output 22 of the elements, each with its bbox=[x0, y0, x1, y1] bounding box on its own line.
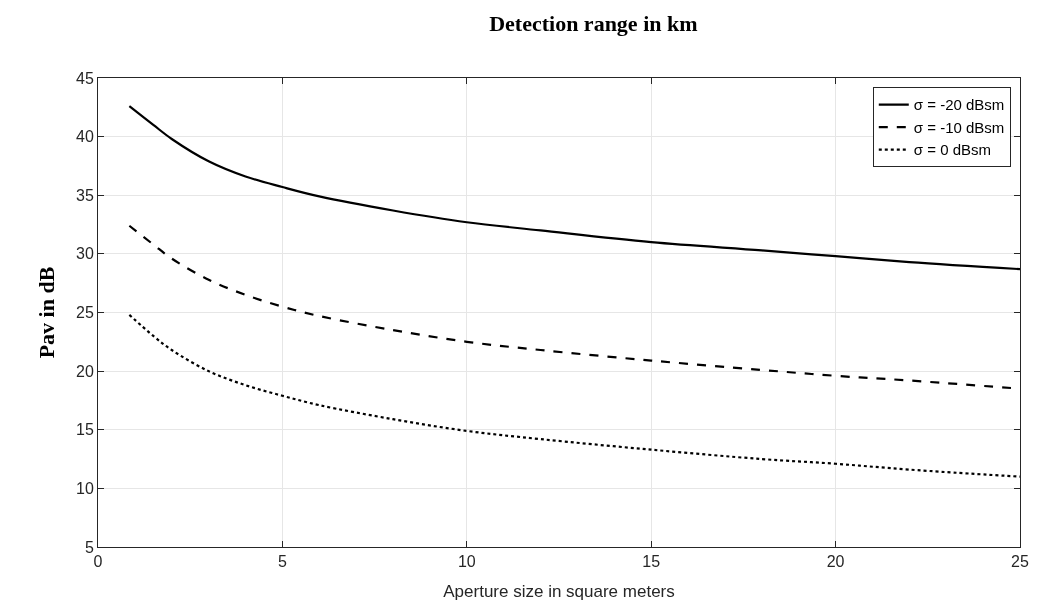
legend-label: σ = -20 dBsm bbox=[913, 96, 1005, 114]
x-tick-label: 20 bbox=[826, 553, 845, 571]
x-tick-label: 5 bbox=[277, 553, 287, 571]
x-tick-label: 10 bbox=[457, 553, 476, 571]
x-tick-label: 15 bbox=[642, 553, 661, 571]
y-tick-label: 25 bbox=[76, 304, 94, 322]
chart-title: Detection range in km bbox=[489, 10, 698, 36]
line-series bbox=[128, 313, 1020, 478]
x-axis-title: Aperture size in square meters bbox=[443, 581, 675, 601]
y-tick-label: 5 bbox=[84, 538, 94, 556]
x-tick-label: 0 bbox=[93, 553, 103, 571]
y-tick-label: 45 bbox=[76, 69, 94, 87]
y-tick-label: 20 bbox=[76, 362, 94, 380]
legend-label: σ = -10 dBsm bbox=[913, 118, 1005, 136]
x-tick-label: 25 bbox=[1011, 553, 1029, 571]
y-tick-label: 35 bbox=[76, 186, 94, 204]
y-tick-label: 15 bbox=[76, 421, 94, 439]
legend-label: σ = 0 dBsm bbox=[913, 141, 991, 159]
y-tick-label: 30 bbox=[76, 245, 94, 263]
y-axis-title: Pav in dB bbox=[33, 266, 59, 359]
y-tick-label: 10 bbox=[76, 479, 94, 497]
y-tick-label: 40 bbox=[76, 128, 94, 146]
